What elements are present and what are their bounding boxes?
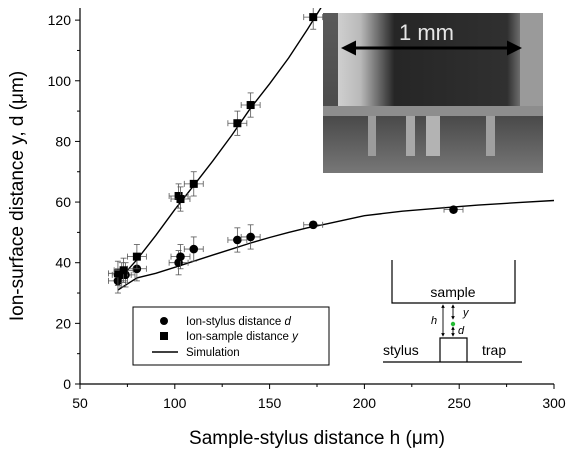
ion-stylus-marker-7 <box>233 235 242 245</box>
schematic-trap-label: trap <box>482 342 506 358</box>
schematic-sample-outline <box>391 260 516 304</box>
y-tick-label-0: 0 <box>63 376 71 392</box>
schematic-ion-marker <box>450 321 456 327</box>
x-axis-title: Sample-stylus distance h (μm) <box>189 428 445 449</box>
photo-reflection-1 <box>368 116 376 156</box>
photo-inset: 1 mm <box>323 13 543 173</box>
ion-sample-point-4 <box>170 186 191 212</box>
ion-sample-marker-6 <box>233 119 242 128</box>
ion-stylus-marker-5 <box>176 252 185 261</box>
ion-stylus-marker-9 <box>308 220 318 230</box>
photo-scale-label: 1 mm <box>399 20 454 45</box>
ion-stylus-point-9 <box>303 220 324 230</box>
x-tick-label-300: 300 <box>542 395 566 411</box>
ion-sample-marker-8 <box>309 13 318 22</box>
ion-sample-marker-1 <box>119 266 128 275</box>
x-tick-label-50: 50 <box>72 395 88 411</box>
ion-sample-marker-7 <box>246 101 255 110</box>
legend-marker-circle <box>160 317 168 325</box>
x-tick-label-100: 100 <box>163 395 187 411</box>
photo-sample-block <box>338 13 526 106</box>
ion-stylus-marker-10 <box>449 205 458 214</box>
plot-area <box>108 8 554 294</box>
ion-sample-marker-0 <box>113 269 122 278</box>
ion-sample-point-2 <box>127 244 147 270</box>
legend-label-ion-stylus-text: Ion-stylus distance <box>186 316 284 328</box>
legend-label-ion-sample: Ion-sample distance y <box>186 331 299 343</box>
ion-stylus-marker-8 <box>246 232 255 242</box>
legend: Ion-stylus distance d Ion-sample distanc… <box>132 306 330 366</box>
y-tick-label-60: 60 <box>55 194 71 210</box>
ion-sample-point-7 <box>240 92 261 118</box>
schematic-inset: sample stylus trap h y d <box>383 260 522 363</box>
legend-label-ion-sample-text: Ion-sample distance <box>186 331 292 343</box>
ion-sample-marker-5 <box>189 179 198 188</box>
axis-ticks: 50 100 150 200 250 300 0 20 40 60 80 100 120 <box>48 12 566 411</box>
x-tick-label-250: 250 <box>448 395 472 411</box>
y-tick-label-120: 120 <box>48 12 72 28</box>
legend-marker-square <box>160 332 168 340</box>
x-tick-label-200: 200 <box>353 395 377 411</box>
ion-stylus-point-7 <box>227 227 248 253</box>
photo-right-edge <box>520 13 543 115</box>
ion-stylus-point-6 <box>183 236 204 262</box>
legend-label-ion-stylus-var: d <box>284 316 291 328</box>
schematic-h-label: h <box>431 315 437 327</box>
y-tick-label-40: 40 <box>55 255 71 271</box>
legend-label-simulation: Simulation <box>186 347 240 359</box>
ion-sample-point-6 <box>227 110 248 136</box>
ion-sample-marker-4 <box>176 195 185 204</box>
legend-label-ion-stylus: Ion-stylus distance d <box>186 316 291 328</box>
photo-reflection-2 <box>406 116 415 156</box>
ion-stylus-point-10 <box>443 205 464 214</box>
simulation-curve-1 <box>117 8 322 282</box>
schematic-y-label: y <box>462 307 470 319</box>
photo-reflection-3 <box>426 116 440 156</box>
schematic-d-label: d <box>458 325 465 337</box>
schematic-stylus-label: stylus <box>383 342 419 358</box>
ion-sample-point-1 <box>113 257 134 283</box>
legend-label-ion-sample-var: y <box>291 331 299 343</box>
schematic-sample-label: sample <box>430 284 475 300</box>
y-tick-label-20: 20 <box>55 315 71 331</box>
ion-stylus-marker-6 <box>189 244 199 254</box>
schematic-stylus-outline <box>439 337 468 362</box>
ion-sample-point-8 <box>303 8 324 30</box>
ion-stylus-point-8 <box>240 224 261 250</box>
simulation-curve-0 <box>117 199 554 291</box>
y-tick-label-80: 80 <box>55 133 71 149</box>
photo-stylus-band <box>323 106 543 116</box>
ion-sample-point-5 <box>183 171 204 197</box>
x-tick-label-150: 150 <box>258 395 282 411</box>
y-tick-label-100: 100 <box>48 73 72 89</box>
y-axis-title: Ion-surface distance y, d (μm) <box>7 71 28 321</box>
ion-stylus-point-5 <box>170 244 191 270</box>
ion-sample-marker-2 <box>132 252 141 261</box>
photo-reflection-4 <box>486 116 495 156</box>
